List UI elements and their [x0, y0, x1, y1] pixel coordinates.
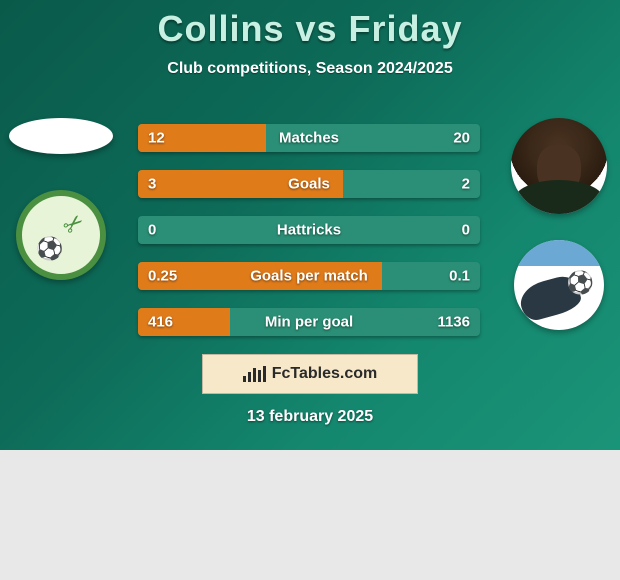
- stat-label: Hattricks: [277, 222, 341, 239]
- stat-value-right: 0: [462, 222, 470, 239]
- stat-label: Goals per match: [250, 268, 368, 285]
- player-right-photo: [511, 118, 607, 214]
- bar-chart-icon: [243, 366, 266, 382]
- stat-value-left: 12: [148, 130, 165, 147]
- stat-value-left: 0: [148, 222, 156, 239]
- stat-value-left: 0.25: [148, 268, 177, 285]
- stat-value-right: 2: [462, 176, 470, 193]
- left-player-column: [8, 118, 114, 280]
- stat-bar: 12 Matches 20: [138, 124, 480, 152]
- stats-bars: 12Matches203Goals20Hattricks00.25Goals p…: [138, 124, 480, 336]
- comparison-date: 13 february 2025: [247, 408, 373, 426]
- stat-value-right: 0.1: [449, 268, 470, 285]
- club-badge-right: ⚽: [514, 240, 604, 330]
- stat-label: Matches: [279, 130, 339, 147]
- page-title: Collins vs Friday: [0, 8, 620, 50]
- right-player-column: ⚽: [506, 118, 612, 330]
- subtitle: Club competitions, Season 2024/2025: [0, 60, 620, 78]
- stat-value-left: 416: [148, 314, 173, 331]
- stat-value-left: 3: [148, 176, 156, 193]
- stat-value-right: 1136: [437, 314, 470, 331]
- soccer-ball-icon: ⚽: [567, 270, 594, 296]
- comparison-card: Collins vs Friday Club competitions, Sea…: [0, 0, 620, 450]
- stat-value-right: 20: [453, 130, 470, 147]
- source-attribution[interactable]: FcTables.com: [202, 354, 418, 394]
- stat-bar: 0.25 Goals per match 0.1: [138, 262, 480, 290]
- source-label: FcTables.com: [272, 365, 378, 383]
- stat-bar: 3 Goals 2: [138, 170, 480, 198]
- stat-label: Min per goal: [265, 314, 353, 331]
- player-left-placeholder: [9, 118, 113, 154]
- stat-bar: 416 Min per goal 1136: [138, 308, 480, 336]
- stat-label: Goals: [288, 176, 330, 193]
- stat-bar: 0 Hattricks 0: [138, 216, 480, 244]
- club-badge-left: [16, 190, 106, 280]
